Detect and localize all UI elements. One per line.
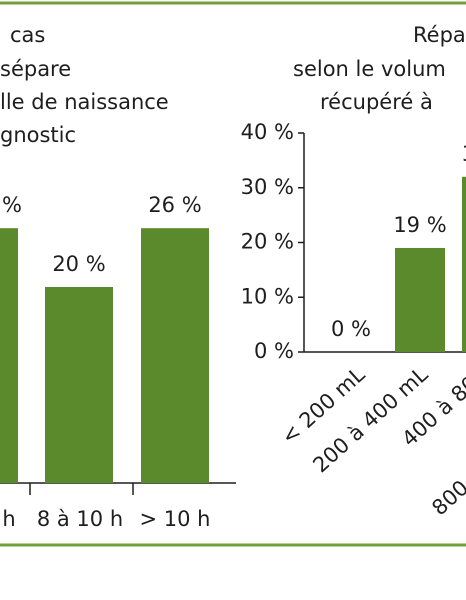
chart-title: sépare [0, 57, 71, 81]
value-label: 20 % [52, 252, 105, 276]
x-tick-label: 8 à 10 h [37, 507, 123, 531]
x-tick-label: 800 [427, 476, 466, 521]
bar [45, 287, 113, 483]
y-tick-label: 0 % [254, 339, 294, 363]
value-label: 26 % [148, 193, 201, 217]
chart-title: récupéré à [320, 90, 433, 114]
bar [141, 228, 209, 483]
value-label: 19 % [393, 213, 446, 237]
y-tick-label: 30 % [241, 175, 294, 199]
y-tick-label: 40 % [241, 120, 294, 144]
chart-title: lle de naissance [0, 90, 169, 114]
value-label: % [2, 193, 22, 217]
bar [0, 228, 18, 483]
bar [395, 247, 445, 352]
chart-title: Répa [413, 23, 466, 47]
chart-title: selon le volum [293, 57, 446, 81]
bar [462, 176, 466, 352]
y-tick-label: 10 % [241, 284, 294, 308]
x-tick-label: > 10 h [140, 507, 211, 531]
value-label: 0 % [331, 317, 371, 341]
chart-title: gnostic [0, 123, 76, 147]
y-tick-label: 20 % [241, 230, 294, 254]
value-label: 3 [462, 142, 466, 166]
x-tick-label: h [2, 507, 15, 531]
chart-title: cas [10, 23, 45, 47]
